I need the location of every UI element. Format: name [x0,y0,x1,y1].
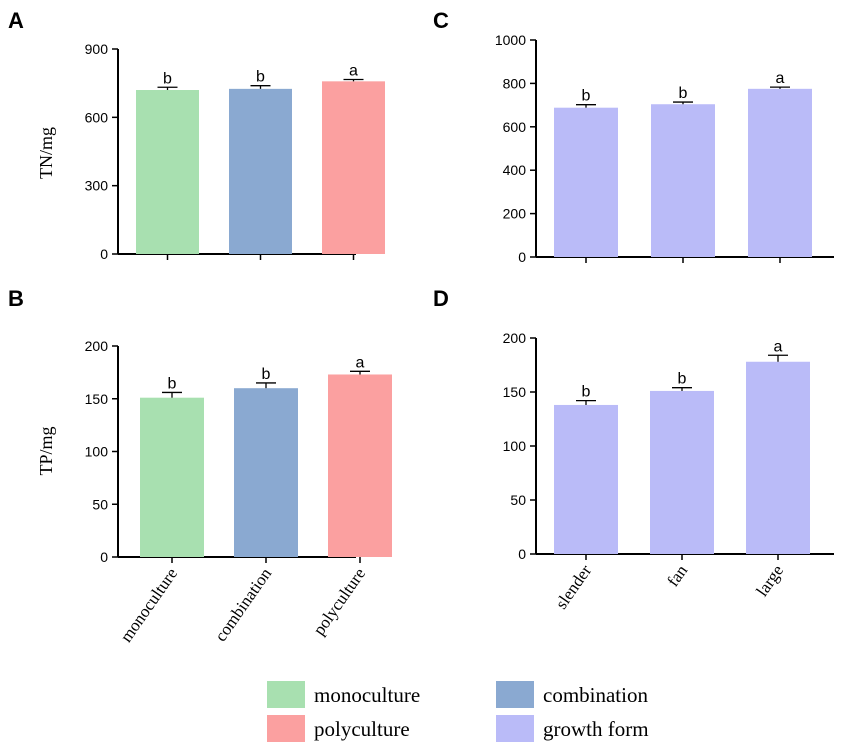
panel-d: D 0 50 100 150 200 b slender b fan a large [433,286,834,613]
panel-d-x-tick-label: large [752,561,787,599]
legend-label-monoculture: monoculture [314,683,420,707]
legend: monoculture combination polyculture growth … [267,681,649,742]
panel-a-y-tick-label: 900 [85,41,109,57]
panel-a-bar-combination [229,88,292,254]
panel-d-y-tick-label: 200 [503,330,527,346]
panel-c-y-tick-label: 1000 [495,32,526,48]
panel-b-bar-polyculture [328,374,392,557]
panel-b-x-tick-label: monoculture [116,564,181,645]
panel-a-y-tick-label: 300 [85,178,109,194]
panel-c-significance-label: b [679,85,688,102]
panel-a-bar-monoculture [136,90,199,254]
panel-c-y-tick-label: 0 [518,249,526,265]
panel-b-significance-label: a [356,354,365,371]
legend-swatch-growth-form [496,715,534,742]
panel-c-significance-label: a [776,70,785,87]
panel-d-x-tick-label: fan [663,561,691,590]
legend-swatch-polyculture [267,715,305,742]
panel-d-significance-label: b [678,371,687,388]
panel-d-y-tick-label: 150 [503,384,527,400]
panel-a: A TN/mg 0 300 600 900 b b a [8,8,385,262]
panel-b-x-tick-label: polyculture [309,564,369,638]
panel-d-y-tick-label: 0 [518,546,526,562]
panel-c-bar-large [748,88,812,257]
panel-d-bar-fan [650,390,714,554]
panel-b-significance-label: b [168,375,177,392]
panel-c-significance-label: b [582,88,591,105]
panel-a-y-tick-label: 0 [100,246,108,262]
panel-d-letter: D [433,286,449,311]
panel-d-bar-large [746,361,810,554]
legend-swatch-combination [496,681,534,708]
panel-a-y-axis-label: TN/mg [36,127,56,179]
panel-d-significance-label: a [774,338,783,355]
panel-d-significance-label: b [582,384,591,401]
panel-b-y-tick-label: 0 [100,549,108,565]
panel-d-y-tick-label: 50 [510,492,526,508]
panel-a-significance-label: a [349,63,358,80]
panel-d-x-tick-label: slender [552,561,596,612]
panel-b-significance-label: b [262,366,271,383]
panel-a-letter: A [8,8,24,33]
panel-a-y-tick-label: 600 [85,109,109,125]
panel-c-y-tick-label: 800 [503,75,527,91]
panel-a-bar-polyculture [322,81,385,254]
panel-b-y-tick-label: 150 [85,391,109,407]
panel-b-y-tick-label: 50 [92,496,108,512]
panel-b-y-tick-label: 200 [85,338,109,354]
panel-b: B TP/mg 0 50 100 150 200 b monoculture b combinati… [8,286,392,646]
legend-label-combination: combination [543,683,648,707]
panel-c-bar-fan [651,104,715,258]
panel-a-significance-label: b [163,70,172,87]
panel-b-bar-combination [234,388,298,557]
legend-swatch-monoculture [267,681,305,708]
panel-a-significance-label: b [256,69,265,86]
panel-b-y-tick-label: 100 [85,444,109,460]
legend-label-growth-form: growth form [543,717,649,741]
panel-d-y-tick-label: 100 [503,438,527,454]
panel-c-bar-slender [554,107,618,257]
panel-d-bar-slender [554,404,618,554]
panel-c-y-tick-label: 400 [503,162,527,178]
panel-b-letter: B [8,286,24,311]
panel-b-y-axis-label: TP/mg [36,426,56,475]
panel-b-x-tick-label: combination [211,564,276,645]
panel-c-letter: C [433,8,449,33]
legend-label-polyculture: polyculture [314,717,410,741]
panel-b-bar-monoculture [140,397,204,557]
panel-c-y-tick-label: 200 [503,206,527,222]
panel-c-y-tick-label: 600 [503,119,527,135]
panel-c: C 0 200 400 600 800 1000 b b a [433,8,834,265]
